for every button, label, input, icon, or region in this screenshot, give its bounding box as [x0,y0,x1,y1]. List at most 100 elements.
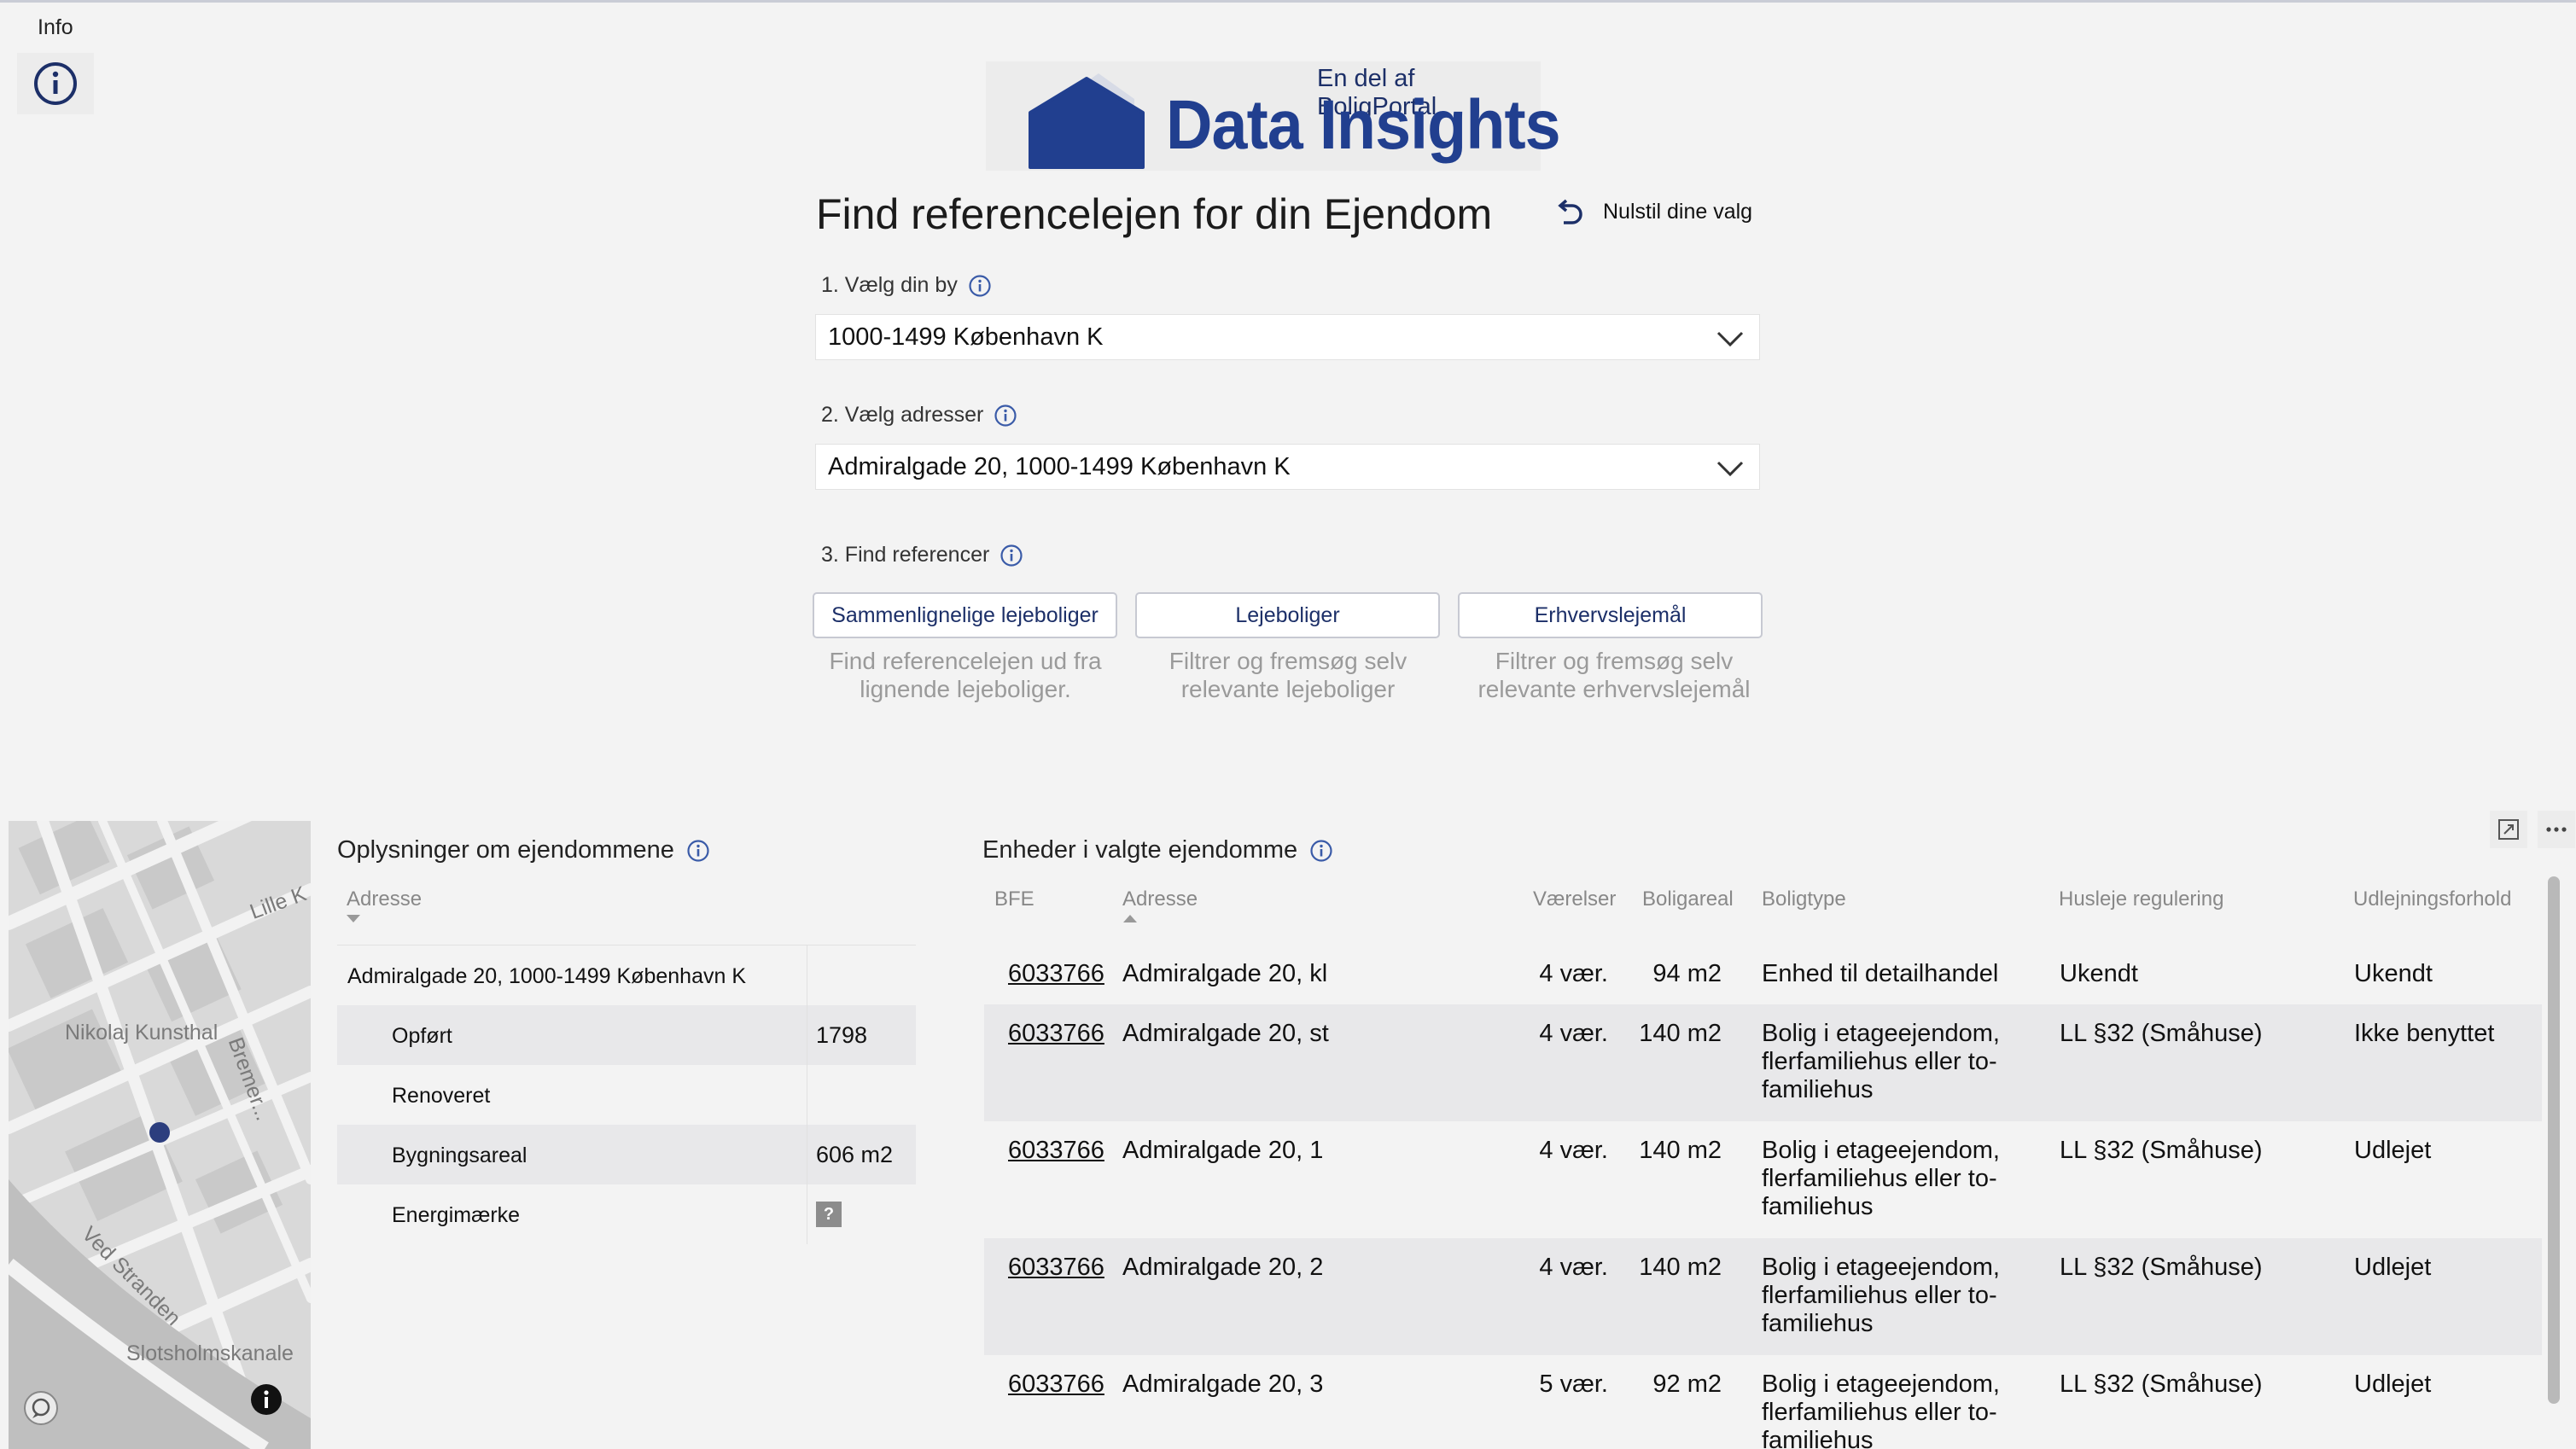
chevron-down-icon [1716,331,1744,347]
property-address-value [807,946,916,1005]
unit-rooms: 5 vær. [1539,1370,1608,1398]
column-header-regulation[interactable]: Husleje regulering [2059,887,2224,911]
logo-subtitle: En del af BoligPortal [1317,65,1437,120]
unit-address: Admiralgade 20, st [1122,1020,1329,1047]
table-row: 6033766 Admiralgade 20, st 4 vær. 140 m2… [984,1004,2542,1121]
column-header-type[interactable]: Boligtype [1762,887,1846,911]
property-row-value [807,1065,916,1125]
sort-descending-icon[interactable] [347,915,360,922]
column-header-bfe[interactable]: BFE [994,887,1034,911]
bfe-link[interactable]: 6033766 [1008,1137,1104,1164]
unit-rental: Udlejet [2354,1137,2432,1164]
unit-rental: Udlejet [2354,1254,2432,1281]
table-row: 6033766 Admiralgade 20, 2 4 vær. 140 m2 … [984,1238,2542,1355]
property-table: Admiralgade 20, 1000-1499 København K Op… [337,945,916,1244]
expand-icon [2498,819,2519,840]
focus-mode-button[interactable] [2490,811,2527,848]
property-row: Energimærke ? [337,1184,916,1244]
unit-rooms: 4 vær. [1539,960,1608,987]
unit-regulation: LL §32 (Småhuse) [2060,1254,2263,1281]
info-icon[interactable] [686,839,710,863]
step1-label: 1. Vælg din by [821,273,992,298]
unit-regulation: Ukendt [2060,960,2138,987]
map-feedback-icon[interactable] [22,1389,60,1427]
table-row: 6033766 Admiralgade 20, kl 4 vær. 94 m2 … [984,945,2542,1004]
map[interactable]: Lille K Nikolaj Kunsthal Bremer... Ved S… [9,821,311,1449]
table-row: 6033766 Admiralgade 20, 1 4 vær. 140 m2 … [984,1121,2542,1238]
top-border [0,0,2576,3]
property-panel-title: Oplysninger om ejendommene [337,836,710,864]
data-insights-logo: En del af BoligPortal Data Insights [986,61,1561,171]
page-title: Find referencelejen for din Ejendom [816,190,1493,238]
bfe-link[interactable]: 6033766 [1008,1254,1104,1281]
bfe-link[interactable]: 6033766 [1008,1020,1104,1047]
property-row: Opført 1798 [337,1005,916,1065]
property-address: Admiralgade 20, 1000-1499 København K [347,964,746,988]
column-header-rooms[interactable]: Værelser [1533,887,1617,911]
address-select[interactable]: Admiralgade 20, 1000-1499 København K [815,444,1760,490]
property-row-value: 1798 [807,1005,916,1065]
table-scrollbar[interactable] [2548,876,2560,1404]
unit-regulation: LL §32 (Småhuse) [2060,1020,2263,1047]
map-info-icon[interactable] [249,1382,283,1417]
city-select[interactable]: 1000-1499 København K [815,314,1760,360]
step3-label-text: 3. Find referencer [821,543,990,567]
unit-rental: Ikke benyttet [2354,1020,2495,1047]
column-header-rental[interactable]: Udlejningsforhold [2353,887,2512,911]
property-row-label: Energimærke [392,1203,521,1227]
step3-label: 3. Find referencer [821,543,1023,567]
unit-area: 140 m2 [1639,1020,1722,1047]
unit-regulation: LL §32 (Småhuse) [2060,1370,2263,1398]
address-select-value: Admiralgade 20, 1000-1499 København K [828,452,1291,480]
unit-rooms: 4 vær. [1539,1254,1608,1281]
commercial-leases-button[interactable]: Erhvervslejemål [1458,592,1763,638]
unit-address: Admiralgade 20, 1 [1122,1137,1324,1164]
energy-label-unknown-icon: ? [816,1202,842,1227]
house-icon [1029,73,1145,169]
map-streets [9,821,311,1449]
table-row: 6033766 Admiralgade 20, 3 5 vær. 92 m2 B… [984,1355,2542,1449]
step2-label-text: 2. Vælg adresser [821,403,984,427]
more-icon [2546,827,2567,832]
property-column-header[interactable]: Adresse [347,887,423,911]
unit-rental: Udlejet [2354,1370,2432,1398]
step2-label: 2. Vælg adresser [821,403,1017,428]
column-header-address[interactable]: Adresse [1122,887,1198,911]
property-row-label: Opført [392,1024,452,1048]
info-label: Info [38,15,73,39]
more-options-button[interactable] [2538,811,2575,848]
unit-area: 94 m2 [1652,960,1722,987]
unit-address: Admiralgade 20, 3 [1122,1370,1324,1398]
unit-regulation: LL §32 (Småhuse) [2060,1137,2263,1164]
reset-label: Nulstil dine valg [1603,199,1753,224]
info-circle-icon [34,62,77,105]
bfe-link[interactable]: 6033766 [1008,960,1104,987]
unit-rooms: 4 vær. [1539,1137,1608,1164]
units-title-text: Enheder i valgte ejendomme [982,836,1298,864]
reset-button[interactable]: Nulstil dine valg [1555,198,1752,225]
unit-type: Bolig i etageejendom, flerfamiliehus ell… [1762,1137,2000,1220]
rentals-button[interactable]: Lejeboliger [1135,592,1440,638]
info-icon[interactable] [1309,839,1333,863]
chevron-down-icon [1716,461,1744,477]
info-button[interactable] [17,53,94,114]
info-icon[interactable] [968,274,992,298]
property-row-label: Renoveret [392,1084,491,1108]
unit-type: Bolig i etageejendom, flerfamiliehus ell… [1762,1370,2000,1449]
info-icon[interactable] [1000,544,1023,567]
property-title-text: Oplysninger om ejendommene [337,836,674,864]
unit-type: Enhed til detailhandel [1762,960,1999,987]
units-panel-title: Enheder i valgte ejendomme [982,836,1333,864]
column-header-area[interactable]: Boligareal [1642,887,1734,911]
info-icon[interactable] [994,404,1017,428]
sort-ascending-icon[interactable] [1123,915,1137,922]
unit-rental: Ukendt [2354,960,2433,987]
property-marker[interactable] [149,1122,170,1143]
property-row: Renoveret [337,1065,916,1125]
logo-title: Data Insights [1166,86,1561,164]
comparable-rentals-button[interactable]: Sammenlignelige lejeboliger [813,592,1117,638]
undo-arrow-icon [1558,199,1582,224]
map-label: Slotsholmskanale [126,1341,294,1365]
bfe-link[interactable]: 6033766 [1008,1370,1104,1398]
unit-area: 92 m2 [1652,1370,1722,1398]
